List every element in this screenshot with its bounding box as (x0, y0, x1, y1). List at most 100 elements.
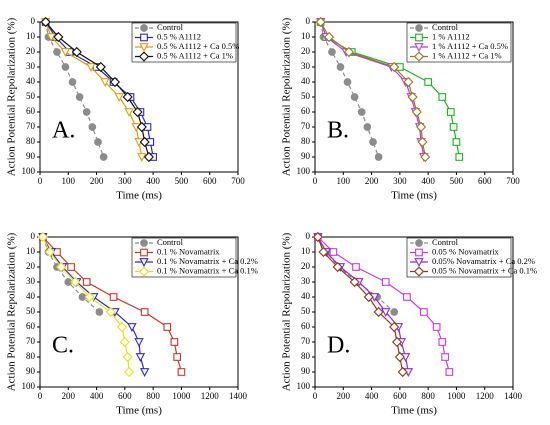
marker (53, 31, 64, 43)
y-tick-label: 20 (26, 261, 36, 271)
y-axis-title: Action Potential Repolarization (%) (6, 232, 18, 391)
marker (122, 91, 133, 103)
x-tick-label: 500 (175, 176, 189, 186)
legend-marker (139, 258, 149, 267)
marker (170, 338, 179, 346)
x-tick-label: 1200 (201, 391, 220, 401)
marker (94, 138, 102, 146)
marker (446, 108, 455, 116)
marker (109, 76, 121, 88)
marker (119, 336, 130, 348)
marker (380, 308, 391, 317)
marker (403, 76, 414, 88)
x-tick-label: 1400 (229, 391, 248, 401)
marker (116, 321, 128, 333)
x-tick-label: 0 (313, 391, 318, 401)
marker (37, 231, 48, 243)
series-line (320, 21, 380, 158)
y-tick-label: 10 (26, 31, 36, 41)
y-tick-label: 20 (301, 46, 311, 56)
marker (53, 48, 61, 56)
marker (389, 321, 400, 333)
series-line (45, 21, 105, 158)
x-tick-label: 0 (38, 176, 43, 186)
marker (407, 91, 418, 103)
marker (134, 338, 144, 347)
x-tick-label: 600 (478, 176, 492, 186)
series-line (320, 21, 426, 158)
legend-frame (131, 237, 237, 278)
legend-marker (415, 239, 423, 247)
legend-marker (413, 51, 425, 62)
x-tick-label: 700 (506, 176, 520, 186)
y-tick-label: 0 (31, 16, 36, 26)
marker (336, 63, 345, 71)
marker (61, 63, 70, 71)
y-tick-label: 100 (297, 381, 311, 391)
legend-marker (414, 43, 424, 52)
marker (455, 153, 464, 161)
legend-label: Control (157, 22, 184, 32)
series-line (317, 236, 404, 373)
x-tick-label: 600 (118, 391, 132, 401)
marker (68, 78, 77, 86)
x-tick-label: 1400 (504, 391, 523, 401)
marker (373, 306, 384, 318)
marker (343, 46, 355, 58)
y-tick-label: 40 (301, 76, 311, 86)
y-axis-title: Action Potential Repolarization (%) (281, 17, 293, 176)
x-axis-title: Time (ms) (391, 405, 437, 417)
marker (394, 351, 405, 363)
marker (105, 306, 116, 318)
marker (369, 138, 377, 146)
legend-label: Control (157, 237, 184, 247)
marker (140, 308, 149, 316)
legend-label: 1 % A1112 + Ca 0.5% (432, 41, 508, 51)
marker (318, 246, 329, 258)
y-tick-label: 0 (31, 231, 36, 241)
marker (67, 263, 75, 271)
marker (381, 278, 390, 286)
x-tick-label: 600 (393, 391, 407, 401)
legend-label: 0.5 % A1112 + Ca 0.5% (157, 41, 239, 51)
y-tick-label: 20 (26, 46, 36, 56)
marker (86, 63, 96, 72)
marker (139, 368, 150, 377)
marker (315, 16, 326, 28)
marker (391, 336, 403, 348)
x-tick-label: 200 (365, 176, 379, 186)
y-tick-label: 30 (301, 61, 311, 71)
marker (449, 123, 458, 131)
legend-marker (414, 258, 424, 267)
y-tick-label: 40 (26, 76, 36, 86)
marker (415, 121, 427, 133)
marker (397, 366, 408, 378)
legend-frame (131, 22, 237, 63)
y-tick-label: 0 (306, 231, 311, 241)
marker (352, 263, 360, 271)
legend-marker (140, 248, 148, 257)
x-tick-label: 800 (421, 391, 435, 401)
marker (82, 108, 91, 116)
x-tick-label: 400 (365, 391, 379, 401)
series-line (42, 236, 130, 373)
panel-label: B. (327, 118, 349, 144)
legend-marker (415, 24, 423, 32)
x-tick-label: 1000 (172, 391, 191, 401)
marker (389, 61, 400, 73)
legend-label: 1 % A1112 + Ca 1% (432, 50, 502, 60)
y-tick-label: 50 (301, 91, 311, 101)
y-tick-label: 60 (26, 321, 36, 331)
legend-marker (140, 33, 148, 42)
marker (70, 276, 81, 288)
x-tick-label: 600 (203, 176, 217, 186)
marker (411, 106, 422, 118)
panel-label: D. (327, 333, 350, 359)
marker (143, 151, 154, 163)
marker (332, 261, 343, 273)
marker (137, 153, 147, 162)
marker (424, 78, 432, 86)
legend-marker (140, 239, 148, 247)
y-tick-label: 90 (26, 366, 36, 376)
marker (75, 93, 84, 101)
